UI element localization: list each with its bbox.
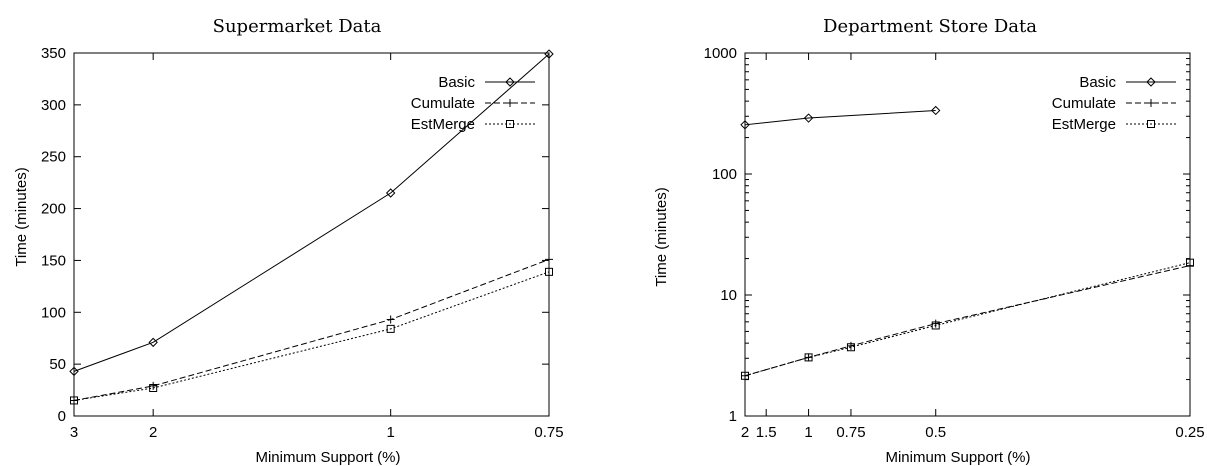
legend-entry-estmerge: EstMerge bbox=[1052, 116, 1176, 133]
data-point-plus bbox=[741, 371, 749, 380]
series-basic bbox=[69, 49, 554, 377]
data-point-plus bbox=[1186, 261, 1194, 270]
data-point-square bbox=[386, 324, 395, 333]
x-tick-label: 0.75 bbox=[534, 424, 563, 441]
chart-title: Supermarket Data bbox=[213, 16, 382, 37]
data-point-diamond bbox=[1146, 77, 1156, 87]
data-point-square bbox=[741, 371, 749, 380]
legend-label: EstMerge bbox=[411, 116, 475, 133]
series-line bbox=[73, 258, 550, 401]
data-point-square bbox=[545, 267, 553, 276]
data-point-diamond bbox=[931, 105, 941, 116]
data-point-diamond bbox=[544, 49, 554, 59]
data-point-diamond bbox=[740, 120, 750, 130]
y-tick-label: 100 bbox=[41, 304, 66, 321]
series-line bbox=[744, 109, 936, 126]
series-basic bbox=[740, 105, 941, 130]
legend-entry-basic: Basic bbox=[438, 74, 535, 91]
series-cumulate bbox=[70, 255, 553, 405]
legend-entry-basic: Basic bbox=[1079, 74, 1176, 91]
y-tick-label: 300 bbox=[41, 97, 66, 114]
y-tick-label: 150 bbox=[41, 252, 66, 269]
y-axis-label: Time (minutes) bbox=[653, 187, 670, 286]
series-estmerge bbox=[70, 267, 553, 405]
data-point-plus bbox=[545, 255, 553, 264]
data-point-square bbox=[804, 353, 813, 362]
legend-label: Basic bbox=[1079, 74, 1116, 91]
supermarket-chart: Supermarket Data Time (minutes) Minimum … bbox=[13, 16, 564, 466]
y-tick-label: 10 bbox=[720, 287, 737, 304]
series-line bbox=[744, 262, 1191, 377]
x-tick-label: 1 bbox=[386, 424, 394, 441]
series-cumulate bbox=[741, 261, 1194, 380]
series-line bbox=[73, 53, 550, 372]
data-point-diamond bbox=[803, 113, 814, 123]
data-point-diamond bbox=[148, 337, 158, 348]
data-point-square bbox=[1147, 120, 1155, 128]
data-point-plus bbox=[70, 396, 78, 405]
data-point-diamond bbox=[69, 366, 79, 377]
data-point-plus bbox=[931, 319, 940, 328]
y-tick-label: 0 bbox=[58, 408, 66, 425]
x-tick-label: 2 bbox=[741, 424, 749, 441]
y-tick-label: 1 bbox=[729, 408, 737, 425]
data-point-plus bbox=[386, 315, 395, 324]
x-axis-label: Minimum Support (%) bbox=[255, 449, 400, 466]
x-tick-label: 1 bbox=[804, 424, 812, 441]
data-point-square bbox=[506, 120, 514, 128]
data-point-plus bbox=[804, 353, 813, 362]
y-tick-label: 350 bbox=[41, 45, 66, 62]
y-tick-label: 200 bbox=[41, 201, 66, 218]
x-tick-label: 2 bbox=[149, 424, 157, 441]
legend-label: Basic bbox=[438, 74, 475, 91]
legend-label: EstMerge bbox=[1052, 116, 1116, 133]
x-tick-label: 0.25 bbox=[1175, 424, 1204, 441]
data-point-square bbox=[846, 343, 855, 352]
legend-entry-cumulate: Cumulate bbox=[411, 95, 535, 112]
legend-label: Cumulate bbox=[1052, 95, 1116, 112]
department-store-chart: Department Store Data Time (minutes) Min… bbox=[653, 16, 1205, 466]
y-tick-label: 50 bbox=[49, 356, 66, 373]
y-axis-label: Time (minutes) bbox=[13, 167, 30, 266]
plot-frame bbox=[744, 52, 1191, 417]
x-tick-label: 3 bbox=[70, 424, 78, 441]
data-point-square bbox=[1186, 258, 1194, 267]
plot-frame bbox=[73, 52, 550, 417]
data-point-diamond bbox=[505, 77, 515, 87]
series-estmerge bbox=[741, 258, 1194, 380]
data-point-square bbox=[149, 383, 158, 392]
x-axis-label: Minimum Support (%) bbox=[885, 449, 1030, 466]
x-tick-label: 1.5 bbox=[756, 424, 777, 441]
x-tick-label: 0.5 bbox=[925, 424, 946, 441]
data-point-plus bbox=[506, 99, 514, 107]
legend-entry-estmerge: EstMerge bbox=[411, 116, 535, 133]
y-tick-label: 100 bbox=[712, 166, 737, 183]
series-line bbox=[73, 271, 550, 401]
data-point-plus bbox=[149, 381, 158, 390]
x-tick-label: 0.75 bbox=[836, 424, 865, 441]
legend-label: Cumulate bbox=[411, 95, 475, 112]
chart-title: Department Store Data bbox=[823, 16, 1037, 37]
data-point-diamond bbox=[385, 188, 396, 198]
y-tick-label: 1000 bbox=[704, 45, 737, 62]
data-point-square bbox=[931, 321, 940, 330]
data-point-plus bbox=[1147, 99, 1155, 107]
legend-entry-cumulate: Cumulate bbox=[1052, 95, 1176, 112]
data-point-square bbox=[70, 396, 78, 405]
data-point-plus bbox=[846, 341, 855, 350]
y-tick-label: 250 bbox=[41, 149, 66, 166]
